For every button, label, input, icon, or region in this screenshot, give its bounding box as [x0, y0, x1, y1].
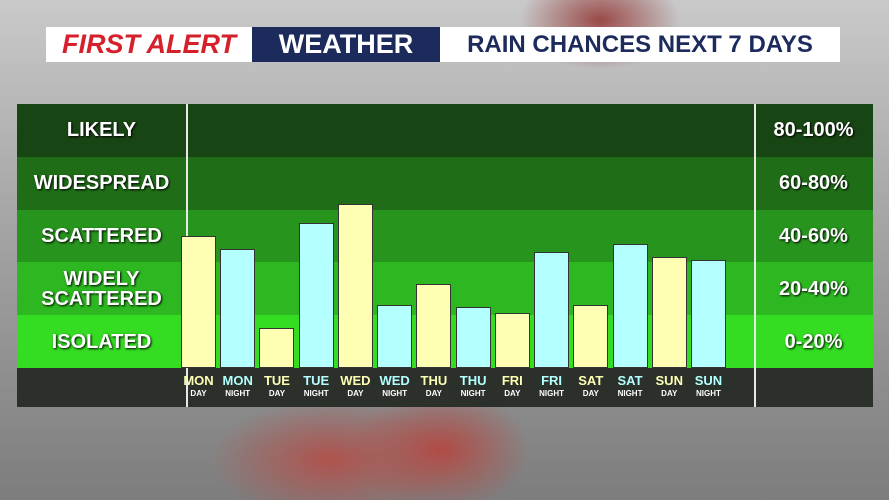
bar	[181, 236, 216, 368]
brand: FIRST ALERT	[46, 27, 252, 62]
x-tick-label: THU	[459, 373, 487, 388]
bar	[534, 251, 570, 368]
bar	[612, 243, 648, 368]
x-tick-label: FRI	[541, 373, 563, 388]
x-tick-sublabel: DAY	[504, 389, 521, 398]
band	[17, 104, 873, 157]
x-tick-sublabel: DAY	[268, 389, 286, 398]
bar	[416, 283, 452, 368]
x-tick-sublabel: DAY	[425, 389, 442, 398]
x-tick-label: MON	[222, 373, 253, 388]
bar	[259, 328, 295, 368]
chart-panel: LIKELY 80-100% WIDESPREAD 60-80% SCATTERED 40…	[17, 104, 873, 407]
x-tick-label: WED	[379, 373, 410, 388]
bar	[690, 259, 726, 368]
bar	[377, 304, 413, 368]
divider	[754, 104, 756, 407]
x-tick-sublabel: NIGHT	[225, 389, 251, 398]
band-label: ISOLATED	[51, 330, 152, 353]
x-tick-label: WED	[340, 373, 371, 388]
x-tick-label: SUN	[655, 373, 683, 388]
x-tick-sublabel: NIGHT	[696, 389, 721, 398]
band-label: WIDELY SCATTERED	[41, 267, 162, 310]
band	[17, 156, 873, 210]
x-tick-label: SAT	[578, 373, 604, 388]
x-tick-sublabel: NIGHT	[303, 389, 329, 398]
band-range: 60-80%	[779, 172, 848, 195]
x-tick-sublabel: DAY	[661, 389, 678, 398]
x-tick-label: FRI	[501, 373, 523, 388]
band-range: 80-100%	[773, 119, 854, 142]
x-tick-label: MON	[183, 373, 214, 388]
footer-strip	[17, 368, 873, 407]
band-label: LIKELY	[66, 119, 137, 142]
bar	[455, 307, 491, 368]
x-tick-sublabel: DAY	[347, 389, 364, 398]
x-tick-label: TUE	[303, 373, 330, 388]
bar	[494, 312, 530, 368]
bar	[220, 249, 256, 368]
section: WEATHER	[252, 27, 440, 62]
x-tick-sublabel: DAY	[582, 389, 599, 398]
band	[17, 209, 873, 263]
x-tick-label: TUE	[263, 373, 290, 388]
x-tick-label: THU	[420, 373, 448, 388]
band-range: 40-60%	[779, 224, 848, 247]
bar	[298, 222, 334, 368]
x-tick-sublabel: NIGHT	[382, 389, 408, 398]
band-label: SCATTERED	[41, 224, 162, 247]
bar	[573, 304, 609, 368]
x-tick-label: SUN	[694, 373, 723, 388]
band-label: WIDESPREAD	[33, 172, 170, 195]
x-tick-sublabel: NIGHT	[617, 389, 643, 398]
bar	[337, 204, 373, 368]
bar	[651, 257, 687, 368]
x-tick-sublabel: DAY	[190, 389, 207, 398]
x-tick-sublabel: NIGHT	[539, 389, 564, 398]
band-range: 0-20%	[784, 330, 843, 353]
band-range: 20-40%	[779, 277, 848, 300]
chart-title: RAIN CHANCES NEXT 7 DAYS	[440, 27, 840, 62]
x-tick-sublabel: NIGHT	[460, 389, 486, 398]
x-tick-label: SAT	[617, 373, 643, 388]
